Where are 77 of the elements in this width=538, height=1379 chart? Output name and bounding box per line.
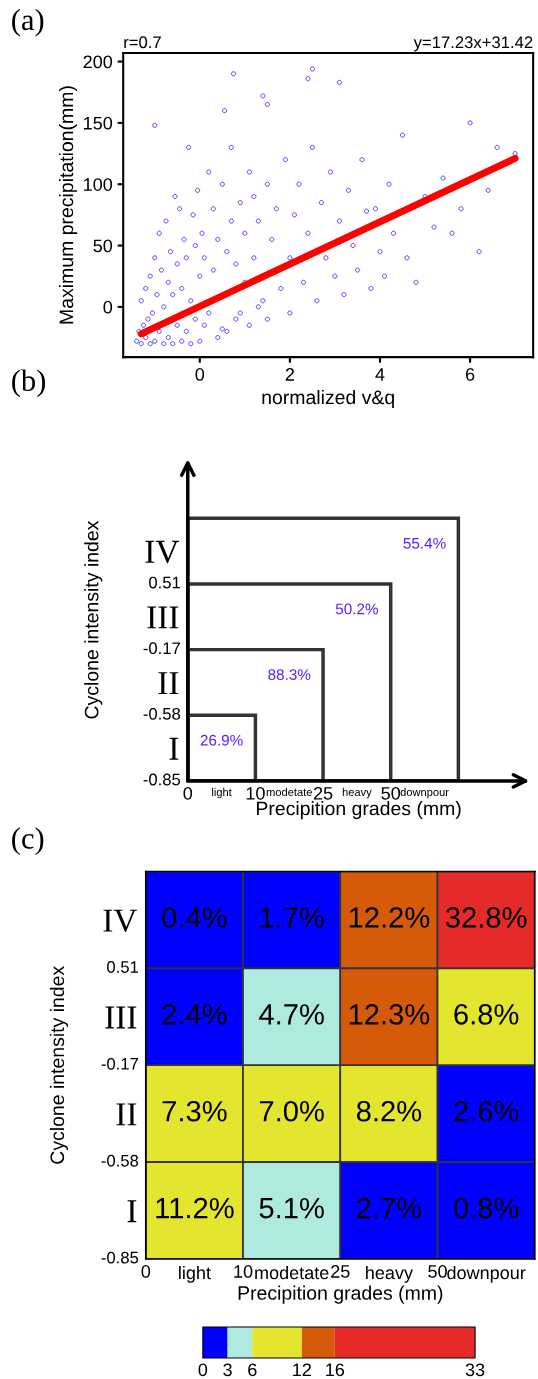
- data-label: 0.4%: [162, 907, 227, 928]
- text: 25: [331, 1265, 350, 1278]
- y-tick-label: I: [127, 1200, 137, 1223]
- x-tick-label: 2: [285, 368, 294, 381]
- data-label: 1.7%: [260, 907, 324, 928]
- text: Cyclone intensity index: [84, 520, 103, 719]
- x-axis-title: normalized v&q: [262, 389, 394, 409]
- x-tick-label: 4: [375, 368, 385, 381]
- color-bar-label: 0: [198, 1363, 208, 1377]
- chart-title: (a): [12, 8, 44, 37]
- text: 10: [246, 786, 265, 800]
- text: 50: [428, 1265, 447, 1278]
- category-label: I: [169, 737, 179, 760]
- text: -0.17: [101, 1057, 139, 1070]
- category-label: III: [147, 606, 179, 629]
- y-axis-title: Maximum precipitation(mm): [58, 86, 78, 324]
- color-bar-label: 12: [293, 1363, 311, 1376]
- y-tick-label: 0: [103, 300, 113, 314]
- text: r=0.7: [124, 36, 161, 49]
- data-label: 2.4%: [162, 1004, 227, 1025]
- data-label: 2.7%: [357, 1197, 422, 1219]
- color-bar-label: 6: [248, 1363, 257, 1377]
- text: -0.17: [143, 642, 180, 655]
- category-label: heavy: [342, 787, 372, 799]
- y-tick-label: II: [116, 1103, 137, 1126]
- x-tick-label: modetate: [255, 1265, 329, 1280]
- data-label: 7.3%: [162, 1100, 227, 1122]
- category-label: downpour: [400, 787, 449, 799]
- y-tick-label: III: [105, 1006, 137, 1029]
- category-label: light: [212, 787, 232, 799]
- text: 0.51: [149, 576, 181, 589]
- text: 10: [234, 1265, 253, 1278]
- x-axis-title: Precipition grades (mm): [238, 1285, 443, 1304]
- color-bar-label: 3: [223, 1363, 232, 1377]
- y-axis-title: Cyclone intensity index: [49, 966, 68, 1164]
- color-bar-label: 33: [465, 1363, 485, 1377]
- text: -0.85: [101, 1251, 139, 1264]
- text: y=17.23x+31.42: [413, 36, 533, 52]
- data-label: 7.0%: [259, 1100, 324, 1122]
- data-label: 5.1%: [259, 1197, 324, 1219]
- data-label: 6.8%: [454, 1004, 519, 1025]
- x-tick-label: 0: [195, 368, 205, 381]
- text: Precipition grades (mm): [256, 801, 461, 820]
- data-label: 0.8%: [454, 1197, 519, 1219]
- data-label: 12.2%: [349, 907, 430, 928]
- y-tick-label: 100: [84, 178, 113, 191]
- text: 50: [381, 786, 401, 800]
- x-tick-label: heavy: [366, 1265, 413, 1283]
- data-label: 11.2%: [156, 1197, 234, 1219]
- text: 55.4%: [403, 537, 446, 549]
- y-tick-label: 50: [93, 239, 113, 253]
- text: 0: [183, 786, 193, 800]
- color-bar-label: 16: [326, 1363, 345, 1377]
- text: -0.58: [101, 1154, 139, 1167]
- text: 0.51: [107, 961, 139, 973]
- x-tick-label: 6: [465, 368, 475, 381]
- data-label: 32.8%: [445, 907, 527, 928]
- text: 25: [313, 786, 333, 800]
- data-label: 4.7%: [259, 1004, 324, 1025]
- y-tick-label: IV: [103, 909, 138, 933]
- y-tick-label: 200: [83, 55, 113, 69]
- text: 50.2%: [335, 603, 378, 615]
- text: -0.58: [143, 707, 181, 720]
- category-label: II: [158, 672, 179, 695]
- category-label: modetate: [266, 787, 312, 797]
- text: 88.3%: [268, 669, 311, 680]
- category-label: IV: [145, 540, 180, 564]
- data-label: 12.3%: [349, 1004, 430, 1025]
- y-tick-label: 150: [84, 116, 113, 130]
- text: -0.85: [143, 773, 181, 786]
- data-label: 2.6%: [454, 1100, 519, 1122]
- x-tick-label: light: [179, 1265, 211, 1283]
- x-tick-label: downpour: [447, 1265, 526, 1283]
- data-label: 8.2%: [356, 1100, 422, 1122]
- text: (b): [12, 369, 46, 398]
- text: 26.9%: [200, 734, 243, 746]
- chart-title: (c): [12, 827, 44, 855]
